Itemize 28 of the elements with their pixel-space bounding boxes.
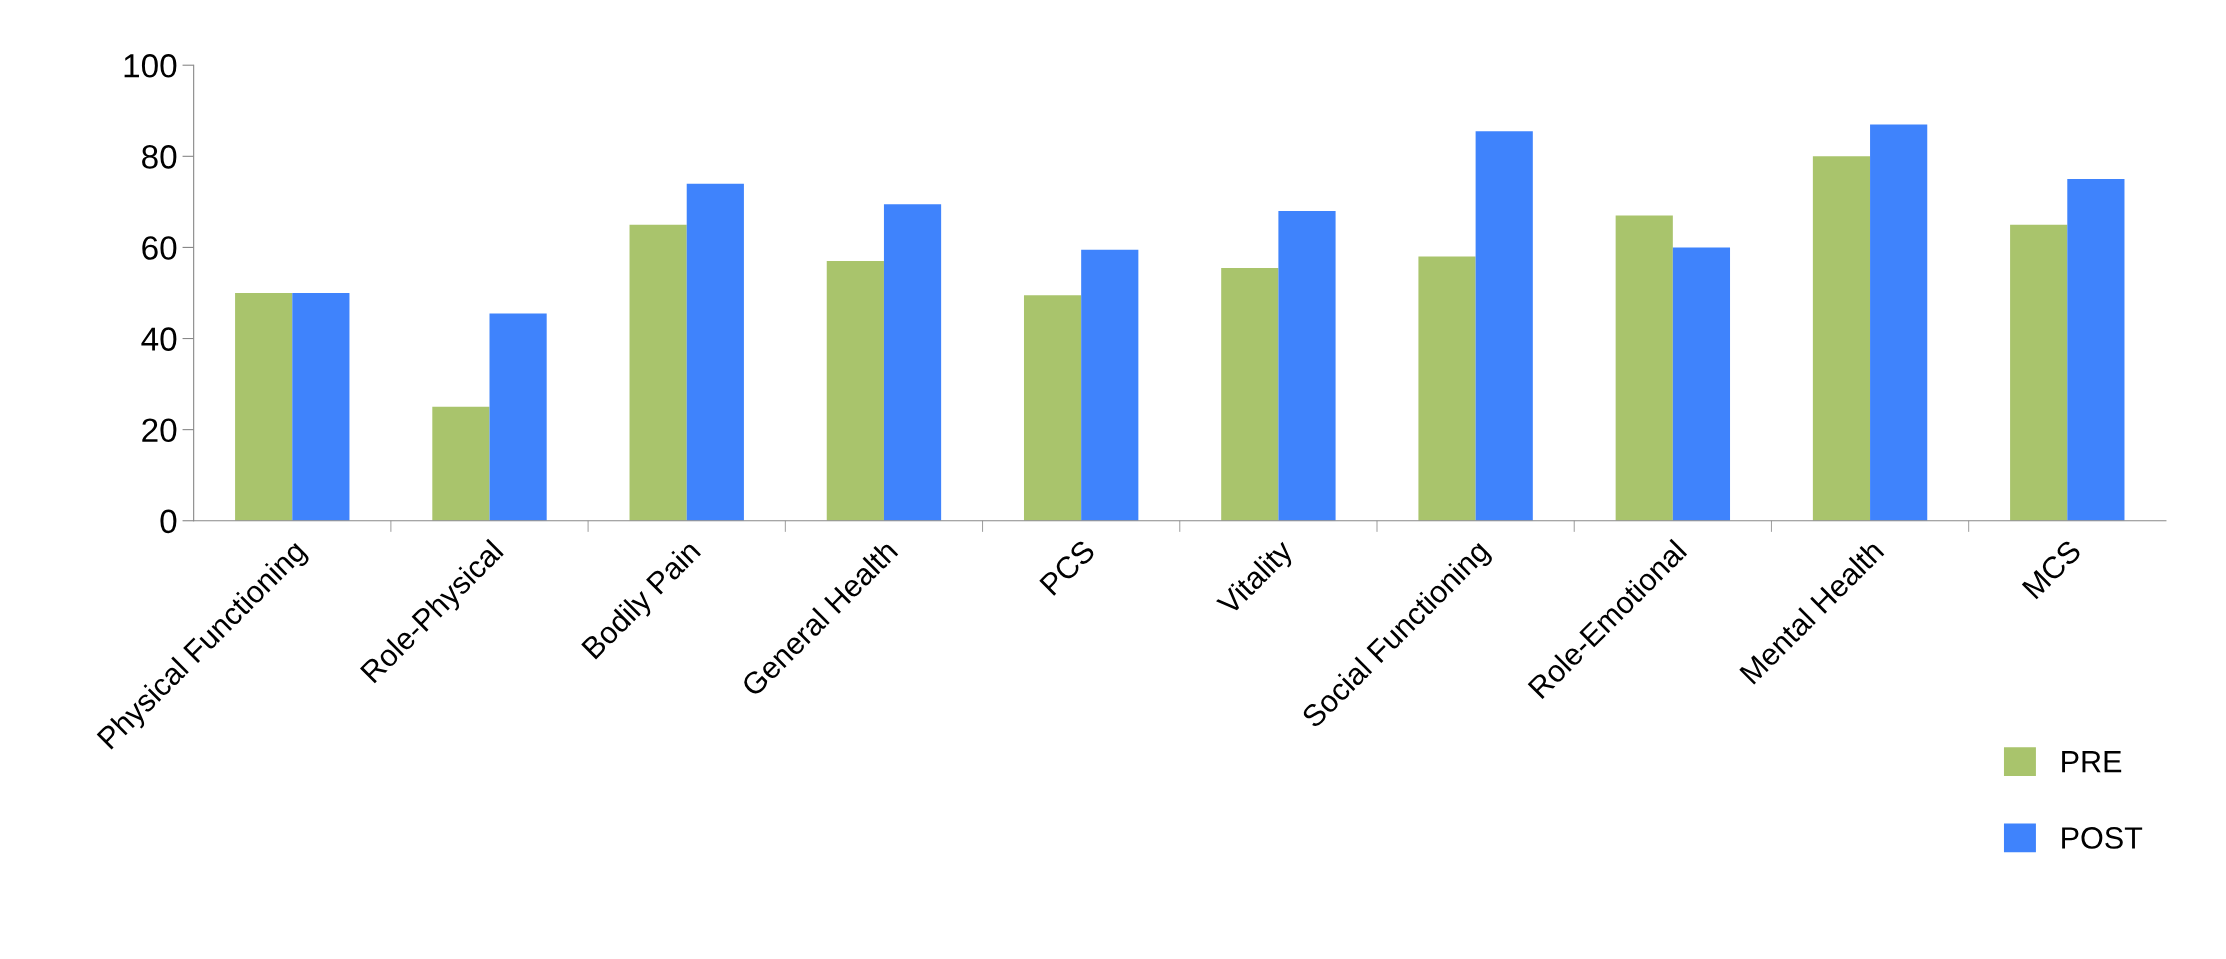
- bar: [2067, 179, 2125, 521]
- bar: [292, 292, 350, 521]
- bar: [883, 204, 942, 521]
- y-tick-label: 20: [142, 418, 177, 443]
- bar: [1081, 249, 1139, 521]
- y-tick-label: 60: [142, 236, 177, 260]
- y-tick-label: 0: [160, 509, 177, 534]
- bar: [1221, 267, 1279, 521]
- bar: [1870, 124, 1928, 521]
- bar: [686, 183, 744, 521]
- bar: [235, 292, 293, 521]
- bar: [1278, 210, 1336, 521]
- bar: [1812, 156, 1871, 521]
- bar: [1672, 247, 1731, 521]
- y-tick-label: 100: [124, 54, 177, 78]
- bar: [1475, 131, 1533, 521]
- bar: [629, 224, 687, 521]
- legend-label: PRE: [2062, 751, 2122, 773]
- bar: [1418, 256, 1476, 521]
- bar: [432, 406, 490, 521]
- bar: [826, 261, 884, 521]
- bar: [2010, 224, 2068, 521]
- y-tick-label: 80: [142, 145, 177, 169]
- legend-label: POST: [2062, 827, 2143, 849]
- bar: [489, 313, 547, 521]
- y-tick-label: 40: [141, 327, 177, 351]
- bar: [1615, 215, 1673, 521]
- bar: [1023, 295, 1082, 521]
